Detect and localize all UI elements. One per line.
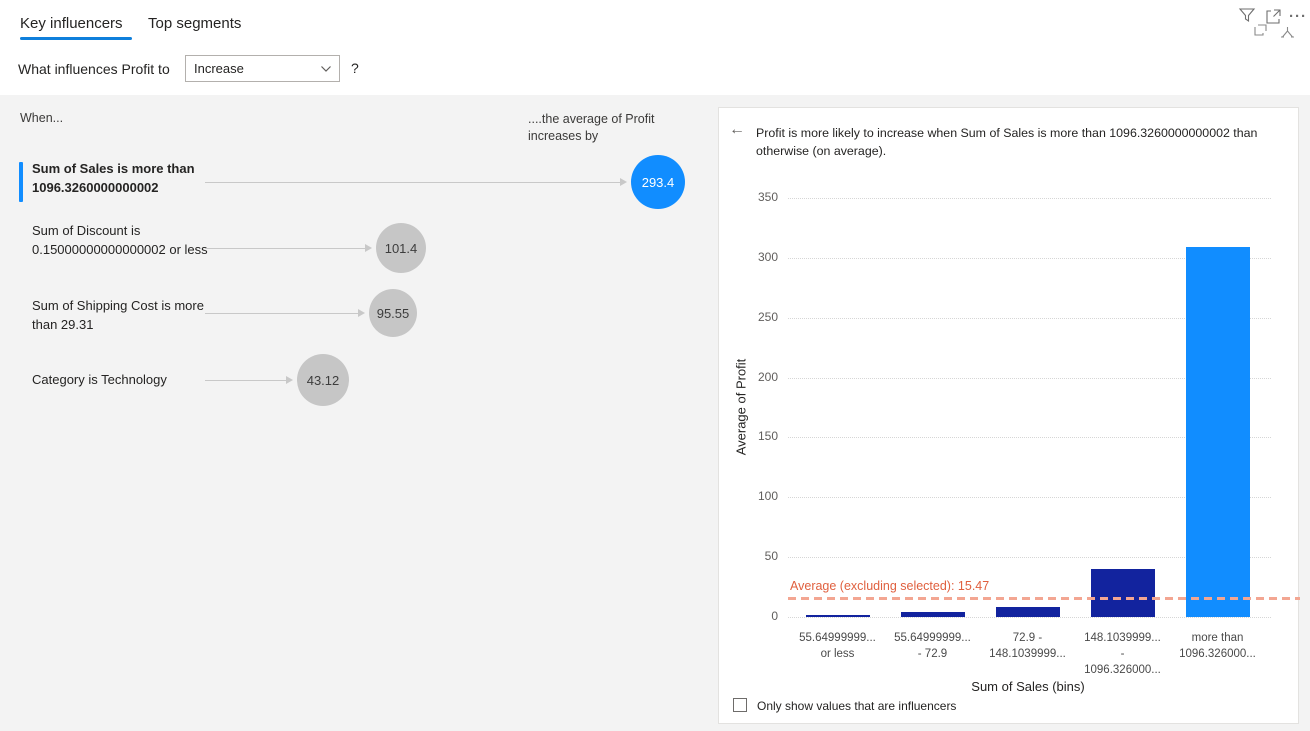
influence-arrow bbox=[205, 380, 287, 381]
y-axis-tick-label: 300 bbox=[757, 249, 778, 264]
y-axis-tick-label: 150 bbox=[757, 429, 778, 444]
detail-title: Profit is more likely to increase when S… bbox=[756, 126, 1258, 158]
y-axis-title: Average of Profit bbox=[733, 358, 749, 456]
x-axis-tick-label: 148.1039999... -1096.326000... bbox=[1084, 632, 1161, 676]
arrowhead-icon bbox=[620, 178, 627, 186]
arrowhead-icon bbox=[365, 244, 372, 252]
when-column-header: When... bbox=[20, 111, 64, 125]
y-axis-tick-label: 50 bbox=[764, 549, 778, 564]
bar-3[interactable] bbox=[995, 607, 1060, 617]
focus-mode-icon[interactable] bbox=[1264, 8, 1282, 31]
bar-1[interactable] bbox=[805, 614, 870, 617]
chevron-down-icon bbox=[320, 63, 332, 78]
x-axis-title: Sum of Sales (bins) bbox=[971, 679, 1085, 694]
gridline bbox=[788, 317, 1271, 319]
influence-arrow bbox=[205, 182, 621, 183]
average-line-label: Average (excluding selected): 15.47 bbox=[790, 579, 990, 593]
x-axis-tick-label: more than 1096.326000... bbox=[1179, 632, 1256, 660]
gridline bbox=[788, 497, 1271, 499]
influence-arrow bbox=[205, 313, 359, 314]
x-axis-tick-label: 55.64999999... or less bbox=[799, 632, 876, 660]
y-axis-tick-label: 200 bbox=[757, 369, 778, 384]
effect-column-header: ....the average of Profit increases by bbox=[528, 111, 654, 145]
influence-value-bubble: 101.4 bbox=[376, 223, 426, 273]
effect-header-line1: ....the average of Profit bbox=[528, 112, 655, 126]
selected-influencer-indicator bbox=[19, 162, 23, 202]
influencer-description: Sum of Sales is more than 1096.326000000… bbox=[32, 161, 195, 195]
question-text: What influences Profit to bbox=[18, 61, 170, 77]
y-axis-tick-label: 0 bbox=[771, 609, 778, 623]
effect-header-line2: increases by bbox=[528, 129, 599, 143]
tab-key-influencers[interactable]: Key influencers bbox=[20, 15, 123, 32]
dropdown-selected-value: Increase bbox=[194, 61, 244, 76]
bar-4[interactable] bbox=[1090, 569, 1155, 617]
gridline bbox=[788, 557, 1271, 559]
influencer-description: Sum of Discount is 0.15000000000000002 o… bbox=[32, 223, 208, 257]
help-button[interactable]: ? bbox=[351, 60, 359, 76]
more-options-icon[interactable]: ··· bbox=[1289, 8, 1307, 25]
influence-arrow bbox=[205, 248, 366, 249]
active-tab-underline bbox=[20, 37, 132, 40]
copy-visual-icon[interactable] bbox=[1253, 23, 1268, 43]
filter-icon[interactable] bbox=[1238, 6, 1256, 29]
x-axis-tick-label: 55.64999999... - 72.9 bbox=[894, 632, 971, 660]
only-influencers-checkbox[interactable] bbox=[733, 698, 747, 712]
bar-2[interactable] bbox=[900, 612, 965, 617]
influence-value-bubble: 43.12 bbox=[297, 354, 349, 406]
back-arrow-icon[interactable]: ← bbox=[729, 121, 745, 138]
y-axis-tick-label: 100 bbox=[757, 489, 778, 504]
only-influencers-checkbox-label: Only show values that are influencers bbox=[757, 699, 957, 713]
y-axis-tick-label: 350 bbox=[757, 190, 778, 204]
average-reference-line bbox=[788, 597, 1300, 600]
arrowhead-icon bbox=[358, 309, 365, 317]
gridline bbox=[788, 257, 1271, 259]
y-axis-tick-label: 250 bbox=[757, 309, 778, 324]
tab-top-segments[interactable]: Top segments bbox=[148, 15, 242, 32]
influencer-description: Category is Technology bbox=[32, 372, 167, 387]
influencer-description: Sum of Shipping Cost is more than 29.31 bbox=[32, 298, 204, 332]
analyze-fork-icon[interactable] bbox=[1280, 25, 1295, 45]
bar-5[interactable] bbox=[1185, 247, 1250, 617]
x-axis-tick-label: 72.9 -148.1039999... bbox=[989, 632, 1066, 660]
influence-value-bubble: 95.55 bbox=[369, 289, 417, 337]
arrowhead-icon bbox=[286, 376, 293, 384]
gridline bbox=[788, 437, 1271, 439]
metric-direction-dropdown[interactable]: Increase bbox=[185, 55, 340, 82]
gridline bbox=[788, 198, 1271, 199]
influence-value-bubble: 293.4 bbox=[631, 155, 685, 209]
gridline bbox=[788, 377, 1271, 379]
gridline bbox=[788, 617, 1271, 618]
